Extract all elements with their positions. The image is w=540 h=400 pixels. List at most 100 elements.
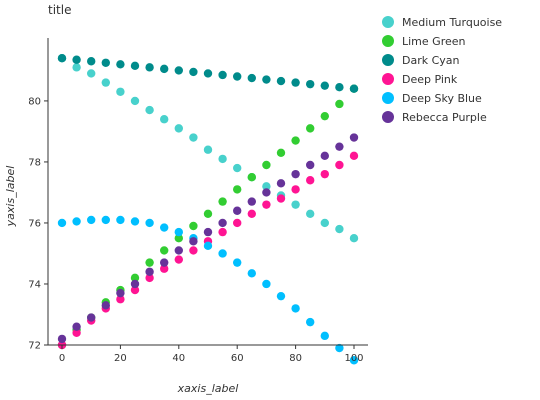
point-lime-green xyxy=(262,161,270,169)
point-rebecca-purple xyxy=(350,133,358,141)
point-dark-cyan xyxy=(87,57,95,65)
legend-marker-lime-green xyxy=(382,35,394,47)
x-axis-label: xaxis_label xyxy=(177,382,239,395)
point-deep-pink xyxy=(189,246,197,254)
point-rebecca-purple xyxy=(262,188,270,196)
point-dark-cyan xyxy=(218,71,226,79)
legend-label-dark-cyan: Dark Cyan xyxy=(402,54,460,67)
point-rebecca-purple xyxy=(175,246,183,254)
legend-marker-deep-sky-blue xyxy=(382,92,394,104)
point-medium-turquoise xyxy=(204,146,212,154)
point-rebecca-purple xyxy=(131,280,139,288)
point-rebecca-purple xyxy=(204,228,212,236)
point-dark-cyan xyxy=(350,85,358,93)
legend-marker-dark-cyan xyxy=(382,54,394,66)
point-dark-cyan xyxy=(204,69,212,77)
point-rebecca-purple xyxy=(116,289,124,297)
point-deep-sky-blue xyxy=(175,228,183,236)
point-medium-turquoise xyxy=(350,234,358,242)
legend-label-deep-sky-blue: Deep Sky Blue xyxy=(402,92,482,105)
point-deep-pink xyxy=(248,210,256,218)
point-medium-turquoise xyxy=(87,69,95,77)
point-dark-cyan xyxy=(189,68,197,76)
point-lime-green xyxy=(218,197,226,205)
x-tick-label: 0 xyxy=(59,353,65,364)
legend-label-lime-green: Lime Green xyxy=(402,35,466,48)
point-medium-turquoise xyxy=(72,63,80,71)
x-tick-label: 60 xyxy=(231,353,244,364)
point-dark-cyan xyxy=(116,60,124,68)
point-deep-pink xyxy=(335,161,343,169)
point-lime-green xyxy=(233,185,241,193)
point-rebecca-purple xyxy=(145,268,153,276)
point-lime-green xyxy=(160,246,168,254)
point-lime-green xyxy=(189,222,197,230)
point-dark-cyan xyxy=(321,81,329,89)
point-lime-green xyxy=(204,210,212,218)
point-deep-pink xyxy=(175,255,183,263)
y-tick-label: 80 xyxy=(28,96,41,107)
point-deep-pink xyxy=(218,228,226,236)
point-medium-turquoise xyxy=(131,97,139,105)
point-deep-sky-blue xyxy=(102,216,110,224)
point-medium-turquoise xyxy=(189,133,197,141)
point-lime-green xyxy=(335,100,343,108)
point-deep-sky-blue xyxy=(116,216,124,224)
x-tick-label: 100 xyxy=(344,353,363,364)
legend-label-rebecca-purple: Rebecca Purple xyxy=(402,111,487,124)
point-deep-sky-blue xyxy=(204,242,212,250)
point-dark-cyan xyxy=(145,63,153,71)
point-lime-green xyxy=(321,112,329,120)
point-dark-cyan xyxy=(262,75,270,83)
plot-area xyxy=(58,54,358,364)
point-dark-cyan xyxy=(131,62,139,70)
point-deep-sky-blue xyxy=(145,219,153,227)
point-lime-green xyxy=(145,258,153,266)
y-axis-label: yaxis_label xyxy=(4,166,17,228)
point-deep-sky-blue xyxy=(248,269,256,277)
point-deep-sky-blue xyxy=(291,304,299,312)
point-medium-turquoise xyxy=(102,78,110,86)
y-tick-label: 78 xyxy=(28,157,41,168)
legend-marker-deep-pink xyxy=(382,73,394,85)
x-tick-label: 20 xyxy=(114,353,127,364)
legend-label-deep-pink: Deep Pink xyxy=(402,73,458,86)
point-rebecca-purple xyxy=(218,219,226,227)
point-lime-green xyxy=(306,124,314,132)
point-rebecca-purple xyxy=(233,207,241,215)
point-dark-cyan xyxy=(58,54,66,62)
y-tick-label: 76 xyxy=(28,218,41,229)
point-rebecca-purple xyxy=(72,322,80,330)
point-deep-sky-blue xyxy=(306,318,314,326)
point-dark-cyan xyxy=(233,72,241,80)
point-deep-sky-blue xyxy=(87,216,95,224)
point-medium-turquoise xyxy=(233,164,241,172)
point-medium-turquoise xyxy=(175,124,183,132)
point-dark-cyan xyxy=(277,77,285,85)
x-tick-label: 40 xyxy=(172,353,185,364)
point-lime-green xyxy=(277,149,285,157)
point-deep-pink xyxy=(306,176,314,184)
point-dark-cyan xyxy=(160,65,168,73)
point-deep-sky-blue xyxy=(218,249,226,257)
point-rebecca-purple xyxy=(321,152,329,160)
legend-label-medium-turquoise: Medium Turquoise xyxy=(402,16,502,29)
point-deep-sky-blue xyxy=(160,223,168,231)
point-medium-turquoise xyxy=(116,88,124,96)
point-medium-turquoise xyxy=(306,210,314,218)
y-tick-label: 74 xyxy=(28,279,41,290)
point-deep-sky-blue xyxy=(262,280,270,288)
point-rebecca-purple xyxy=(87,313,95,321)
point-rebecca-purple xyxy=(58,335,66,343)
point-deep-sky-blue xyxy=(131,217,139,225)
legend-marker-medium-turquoise xyxy=(382,16,394,28)
point-rebecca-purple xyxy=(306,161,314,169)
point-medium-turquoise xyxy=(335,225,343,233)
point-deep-pink xyxy=(262,200,270,208)
point-dark-cyan xyxy=(72,56,80,64)
legend: Medium Turquoise Lime Green Dark Cyan Deep … xyxy=(382,16,502,124)
point-deep-sky-blue xyxy=(72,217,80,225)
point-rebecca-purple xyxy=(102,301,110,309)
point-deep-pink xyxy=(277,194,285,202)
point-rebecca-purple xyxy=(160,258,168,266)
